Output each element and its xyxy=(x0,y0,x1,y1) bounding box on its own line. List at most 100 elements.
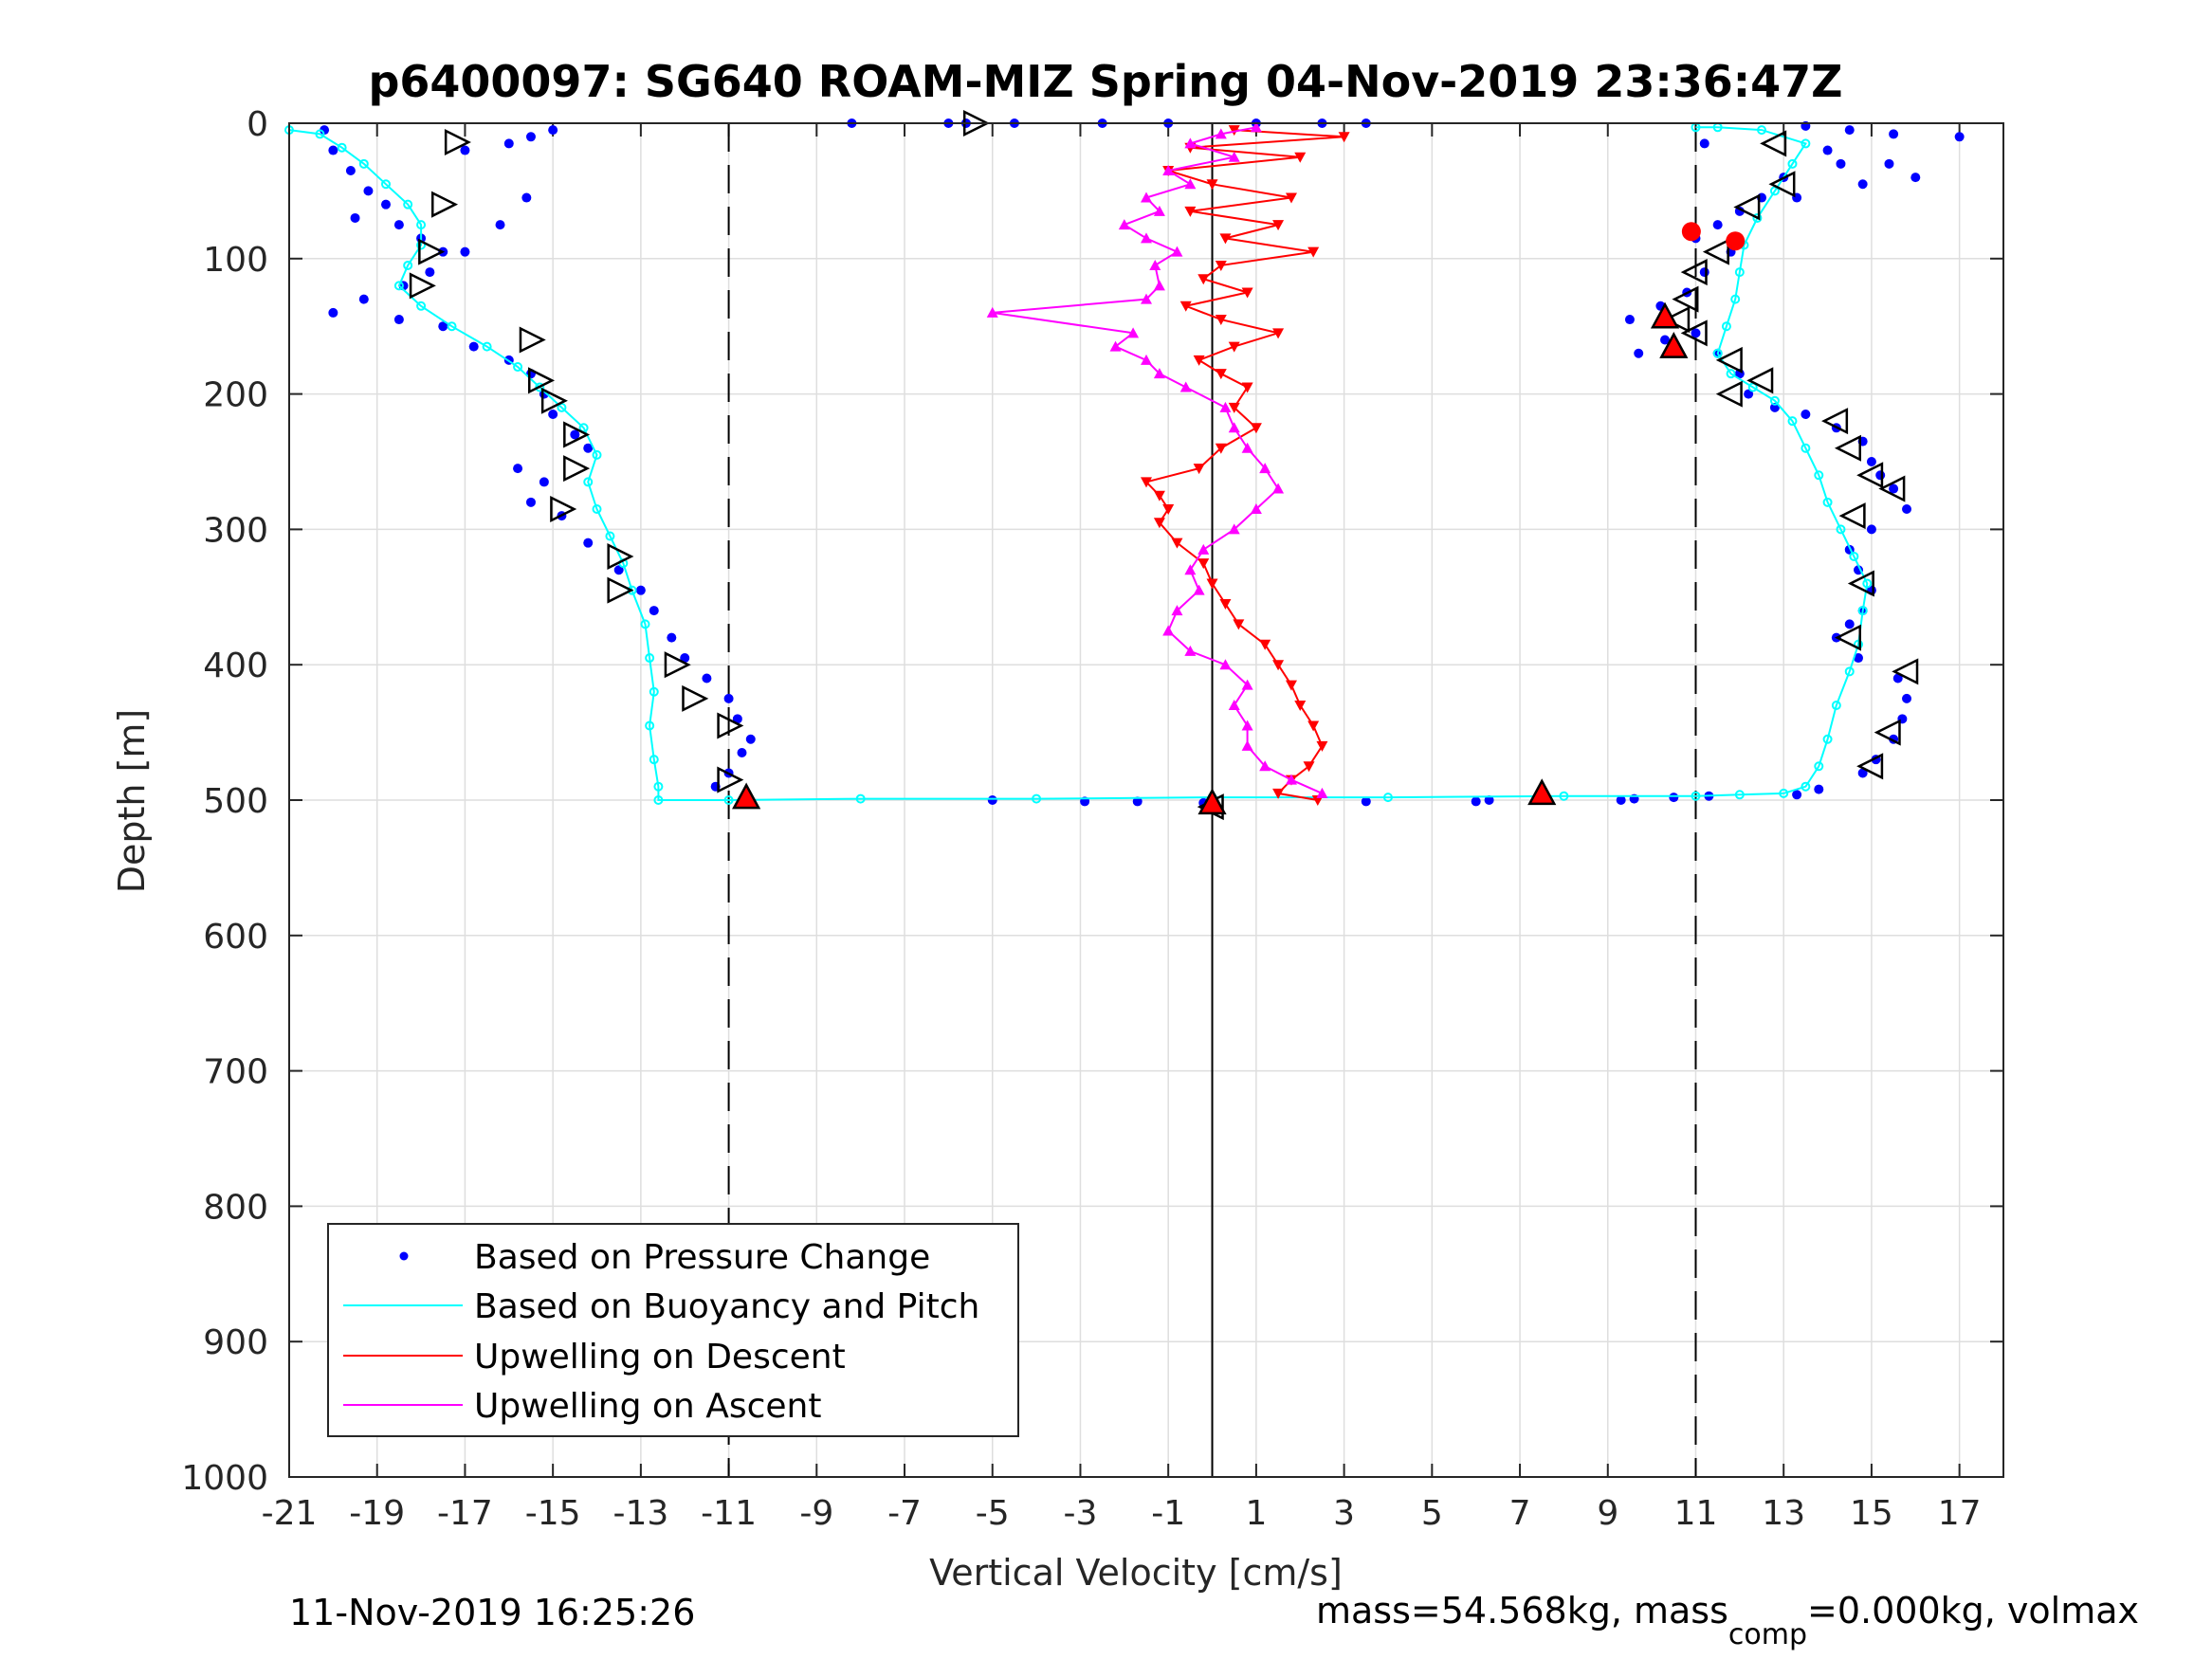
data-point xyxy=(1241,720,1253,731)
data-point xyxy=(1149,259,1161,270)
data-point xyxy=(403,260,413,270)
data-point xyxy=(702,673,712,684)
x-tick-label: 11 xyxy=(1674,1494,1718,1533)
red-triangle-marker xyxy=(1650,301,1680,329)
data-point xyxy=(1141,477,1152,488)
triangle-marker xyxy=(1856,753,1884,780)
data-point xyxy=(1118,219,1130,230)
mass-annotation: mass=54.568kg, masscomp=0.000kg, volmax xyxy=(1316,1590,2139,1651)
data-point xyxy=(1109,340,1122,352)
red-triangle-marker xyxy=(1659,331,1689,358)
data-point xyxy=(315,129,325,139)
data-point xyxy=(328,307,338,318)
data-point xyxy=(1889,483,1899,494)
triangle-marker xyxy=(607,576,634,604)
data-point xyxy=(1215,369,1227,380)
legend-box xyxy=(327,1223,1019,1437)
x-tick-label: -13 xyxy=(612,1494,668,1533)
data-point xyxy=(1250,502,1262,514)
data-point xyxy=(1219,401,1232,412)
series-line xyxy=(1144,129,1344,801)
data-point xyxy=(649,755,659,765)
triangle-marker xyxy=(664,651,691,679)
data-point xyxy=(358,294,369,304)
data-point xyxy=(1757,125,1767,136)
data-point xyxy=(1857,179,1868,190)
data-point xyxy=(1316,740,1328,752)
data-point xyxy=(1294,152,1307,163)
data-point xyxy=(513,362,523,373)
mass-annotation-suffix: =0.000kg, volmax xyxy=(1807,1590,2139,1632)
data-point xyxy=(1233,619,1245,630)
triangle-marker xyxy=(1715,346,1743,374)
data-point xyxy=(1250,121,1262,133)
y-tick-label: 500 xyxy=(203,782,268,821)
data-point xyxy=(1361,796,1371,807)
data-point xyxy=(328,145,338,155)
data-point xyxy=(1316,787,1328,798)
data-point xyxy=(1193,355,1205,366)
data-point xyxy=(583,443,594,453)
data-point xyxy=(1193,464,1205,475)
red-triangle-marker xyxy=(1527,778,1557,806)
y-axis-label: Depth [m] xyxy=(111,709,153,894)
triangle-marker xyxy=(1680,259,1708,286)
data-point xyxy=(320,125,330,136)
triangle-marker xyxy=(1702,238,1729,265)
data-point xyxy=(350,212,360,223)
data-point xyxy=(1193,584,1205,595)
red-triangle-marker xyxy=(732,782,761,810)
data-point xyxy=(447,321,457,332)
data-point xyxy=(513,464,523,474)
data-point xyxy=(1744,389,1754,399)
data-point xyxy=(1471,796,1481,807)
data-point xyxy=(1215,128,1227,139)
y-tick-label: 300 xyxy=(203,511,268,550)
y-tick-label: 800 xyxy=(203,1188,268,1227)
data-point xyxy=(525,497,536,507)
x-tick-label: 3 xyxy=(1333,1494,1355,1533)
triangle-marker xyxy=(1680,319,1708,347)
data-point xyxy=(1382,793,1393,803)
data-point xyxy=(460,246,470,257)
data-point xyxy=(1902,503,1912,514)
triangle-marker xyxy=(563,455,591,483)
data-point xyxy=(1250,423,1262,434)
data-point xyxy=(403,199,413,210)
triangle-marker xyxy=(1715,380,1743,408)
x-tick-label: -7 xyxy=(887,1494,922,1533)
data-point xyxy=(1228,341,1240,353)
data-point xyxy=(1219,598,1232,610)
x-tick-label: -21 xyxy=(262,1494,318,1533)
data-point xyxy=(345,165,356,175)
data-point xyxy=(1228,700,1240,711)
data-point xyxy=(1197,274,1210,285)
data-point xyxy=(548,125,558,136)
data-point xyxy=(1712,348,1723,358)
legend-dot-icon xyxy=(399,1251,409,1261)
data-point xyxy=(1184,178,1197,190)
timestamp: 11-Nov-2019 16:25:26 xyxy=(289,1592,695,1633)
data-point xyxy=(1712,220,1723,230)
data-point xyxy=(1303,761,1315,773)
data-point xyxy=(380,199,391,210)
data-point xyxy=(1228,422,1240,433)
mass-annotation-prefix: mass=54.568kg, mass xyxy=(1316,1590,1728,1632)
data-point xyxy=(1616,795,1626,805)
data-point xyxy=(1822,734,1833,744)
data-point xyxy=(416,220,427,230)
data-point xyxy=(1801,410,1811,420)
data-point xyxy=(1669,793,1679,803)
data-point xyxy=(1726,369,1736,379)
data-point xyxy=(1206,578,1218,590)
data-point xyxy=(592,503,602,514)
data-point xyxy=(1769,402,1780,412)
triangle-marker xyxy=(1733,193,1761,221)
data-point xyxy=(1660,335,1671,345)
data-point xyxy=(645,720,655,731)
triangle-marker xyxy=(717,712,744,739)
x-axis-label: Vertical Velocity [cm/s] xyxy=(929,1552,1343,1594)
data-point xyxy=(1228,523,1240,535)
x-tick-label: 15 xyxy=(1850,1494,1893,1533)
data-point xyxy=(1866,457,1876,466)
